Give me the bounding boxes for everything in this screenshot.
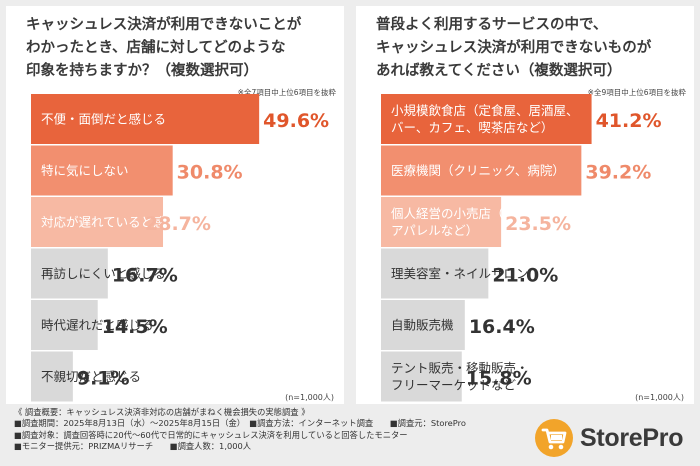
right-value-label-3: 23.5%: [505, 213, 571, 235]
survey-provider: ■モニター提供元：PRIZMAリサーチ ■調査人数：1,000人: [14, 440, 252, 451]
right-value-label-6: 15.8%: [466, 368, 532, 390]
right-bar-label-3: アパレルなど）: [391, 223, 478, 238]
left-bar-chart: 不便・面倒だと感じる 49.6% 特に気にしない 30.8% 対応が遅れていると感じる2…: [31, 94, 329, 402]
left-bar-label-5: 時代遅れだと感じる: [41, 318, 154, 333]
left-chart-note: ※全7項目中上位6項目を抜粋: [237, 88, 336, 97]
right-bar-label-4: 理美容室・ネイルサロン: [391, 266, 529, 281]
left-bar-4: [31, 248, 108, 299]
right-bar-label-5: 自動販売機: [391, 318, 454, 333]
right-bar-label-1: 小規模飲食店（定食屋、居酒屋、: [391, 103, 579, 118]
survey-period: ■調査期間：2025年8月13日（水）～2025年8月15日（金） ■調査方法：…: [14, 418, 466, 429]
right-chart-title: 普段よく利用するサービスの中で、 キャッシュレス決済が利用できないものが あれば…: [376, 17, 652, 79]
left-sample-size: (n=1,000人): [285, 393, 334, 402]
right-bar-6: [381, 351, 462, 402]
left-value-label-1: 49.6%: [263, 110, 329, 132]
left-value-label-5: 14.5%: [102, 316, 168, 338]
right-bar-label-1: バー、カフェ、喫茶店など）: [391, 120, 553, 135]
survey-target: ■調査対象：調査回答時に20代〜60代で日常的にキャッシュレス決済を利用している…: [14, 429, 408, 440]
left-value-label-6: 9.1%: [77, 368, 130, 390]
left-bar-6: [31, 351, 73, 402]
left-chart-panel: キャッシュレス決済が利用できないことが わかったとき、店舗に対してどのような 印…: [6, 6, 344, 404]
right-value-label-1: 41.2%: [596, 110, 662, 132]
right-bar-label-3: 個人経営の小売店（雑貨店、: [391, 206, 554, 221]
left-value-label-2: 30.8%: [177, 162, 243, 184]
left-chart-title: キャッシュレス決済が利用できないことが わかったとき、店舗に対してどのような 印…: [26, 17, 302, 79]
right-bar-4: [381, 248, 489, 299]
right-value-label-5: 16.4%: [469, 316, 535, 338]
left-bar-label-2: 特に気にしない: [41, 163, 129, 178]
storepro-logo: StorePro: [534, 416, 694, 460]
right-chart-note: ※全9項目中上位6項目を抜粋: [587, 88, 686, 97]
left-bar-5: [31, 300, 98, 350]
left-bar-label-3: 対応が遅れていると感じる: [41, 215, 191, 230]
left-value-label-4: 16.7%: [112, 265, 178, 287]
left-bar-label-1: 不便・面倒だと感じる: [41, 112, 166, 127]
right-bar-label-6: フリーマーケットなど: [391, 378, 517, 393]
logo-text: StorePro: [580, 423, 684, 452]
right-bar-label-2: 医療機関（クリニック、病院）: [391, 163, 565, 178]
left-bar-2: [31, 145, 173, 196]
left-bar-1: [31, 94, 260, 144]
right-sample-size: (n=1,000人): [635, 393, 684, 402]
survey-overview: 《 調査概要：キャッシュレス決済非対応の店舗がまねく機会損失の実態調査 》 ■調…: [14, 407, 514, 452]
right-value-label-2: 39.2%: [585, 162, 651, 184]
left-bar-label-6: 不親切だと感じる: [41, 369, 141, 384]
right-value-label-4: 21.0%: [492, 265, 558, 287]
right-bar-label-6: テント販売・移動販売・: [391, 361, 529, 376]
right-chart-panel: 普段よく利用するサービスの中で、 キャッシュレス決済が利用できないものが あれば…: [356, 6, 694, 404]
left-value-label-3: 28.7%: [145, 213, 211, 235]
left-bar-3: [31, 197, 164, 247]
left-bar-label-4: 再訪しにくいと感じる: [41, 266, 166, 281]
survey-heading: 《 調査概要：キャッシュレス決済非対応の店舗がまねく機会損失の実態調査 》: [14, 407, 310, 417]
right-bar-5: [381, 300, 465, 350]
right-bar-1: [381, 94, 592, 144]
right-bar-chart: 小規模飲食店（定食屋、居酒屋、バー、カフェ、喫茶店など） 41.2% 医療機関（クリ…: [381, 94, 662, 402]
right-bar-3: [381, 197, 502, 247]
shopping-cart-icon: [535, 419, 573, 457]
right-bar-2: [381, 145, 582, 196]
